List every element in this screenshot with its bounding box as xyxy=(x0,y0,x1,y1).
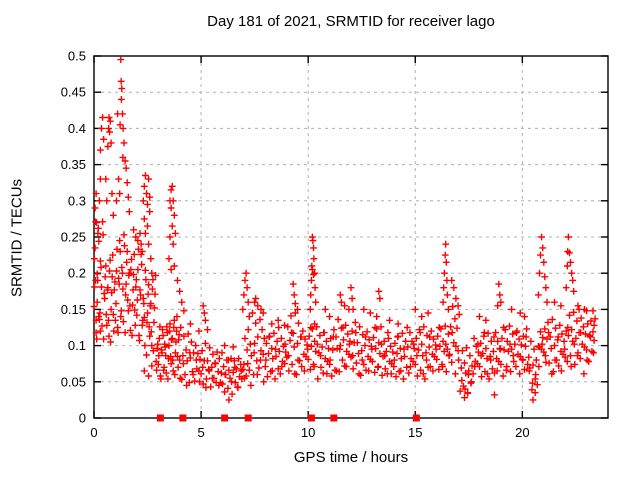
axes xyxy=(93,55,609,419)
data-points xyxy=(90,56,599,404)
event-marker xyxy=(156,414,164,422)
y-tick-label: 0.05 xyxy=(61,374,86,389)
event-marker xyxy=(221,414,229,422)
tick-labels: 0 0.05 0.1 0.15 0.2 0.25 0.3 0.35 0.4 0.45 0.5 0 5 10… xyxy=(61,49,530,441)
x-axis-label: GPS time / hours xyxy=(293,449,409,466)
y-tick-label: 0.2 xyxy=(68,266,86,281)
x-tick-label: 20 xyxy=(515,425,529,440)
event-marker xyxy=(330,414,338,422)
y-tick-label: 0.25 xyxy=(61,230,86,245)
y-tick-label: 0.45 xyxy=(61,85,86,100)
event-marker xyxy=(179,414,187,422)
x-tick-label: 15 xyxy=(408,425,422,440)
y-tick-label: 0.15 xyxy=(61,302,86,317)
x-tick-label: 10 xyxy=(301,425,315,440)
x-tick-label: 5 xyxy=(197,425,204,440)
y-tick-label: 0.35 xyxy=(61,157,86,172)
event-marker xyxy=(307,414,315,422)
event-marker xyxy=(244,414,252,422)
y-tick-label: 0 xyxy=(79,411,86,426)
y-tick-label: 0.1 xyxy=(68,338,86,353)
series-events xyxy=(156,414,420,422)
x-tick-label: 0 xyxy=(90,425,97,440)
y-tick-label: 0.4 xyxy=(68,121,86,136)
chart-title: Day 181 of 2021, SRMTID for receiver lag… xyxy=(207,13,495,30)
y-tick-label: 0.5 xyxy=(68,49,86,64)
y-tick-label: 0.3 xyxy=(68,193,86,208)
event-marker xyxy=(412,414,420,422)
series-srmtid xyxy=(90,56,599,404)
